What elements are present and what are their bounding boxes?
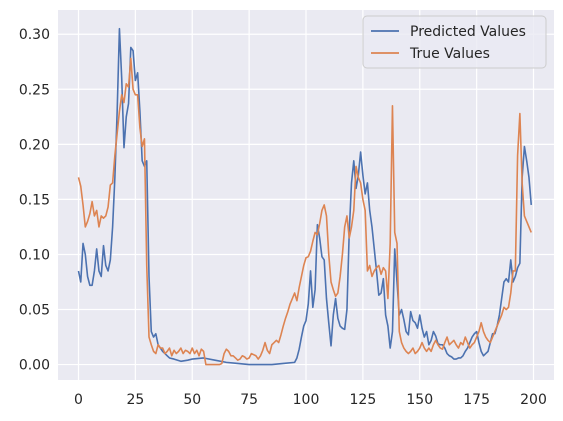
y-axis-ticks: 0.00 0.05 0.10 0.15 0.20 0.25 0.30 [19,27,50,373]
y-tick-label: 0.20 [19,137,50,153]
grid-lines [58,10,554,380]
legend-label: True Values [409,46,490,62]
x-axis-ticks: 0 25 50 75 100 125 150 175 200 [74,392,547,408]
legend: Predicted Values True Values [362,15,547,69]
x-tick-label: 175 [463,392,490,408]
legend-box [362,15,547,69]
x-tick-label: 150 [406,392,433,408]
series-line-true-values [77,57,532,366]
x-tick-label: 200 [520,392,547,408]
series-lines [77,27,533,366]
y-tick-label: 0.05 [19,303,50,319]
y-tick-label: 0.00 [19,358,50,374]
legend-label: Predicted Values [410,24,526,40]
x-tick-label: 100 [293,392,320,408]
y-tick-label: 0.10 [19,247,50,263]
x-tick-label: 0 [74,392,83,408]
x-tick-label: 50 [183,392,201,408]
y-tick-label: 0.25 [19,82,50,98]
series-line-predicted-values [77,27,533,366]
x-tick-label: 25 [126,392,144,408]
y-tick-label: 0.15 [19,192,50,208]
y-tick-label: 0.30 [19,27,50,43]
x-tick-label: 125 [350,392,377,408]
x-tick-label: 75 [240,392,258,408]
